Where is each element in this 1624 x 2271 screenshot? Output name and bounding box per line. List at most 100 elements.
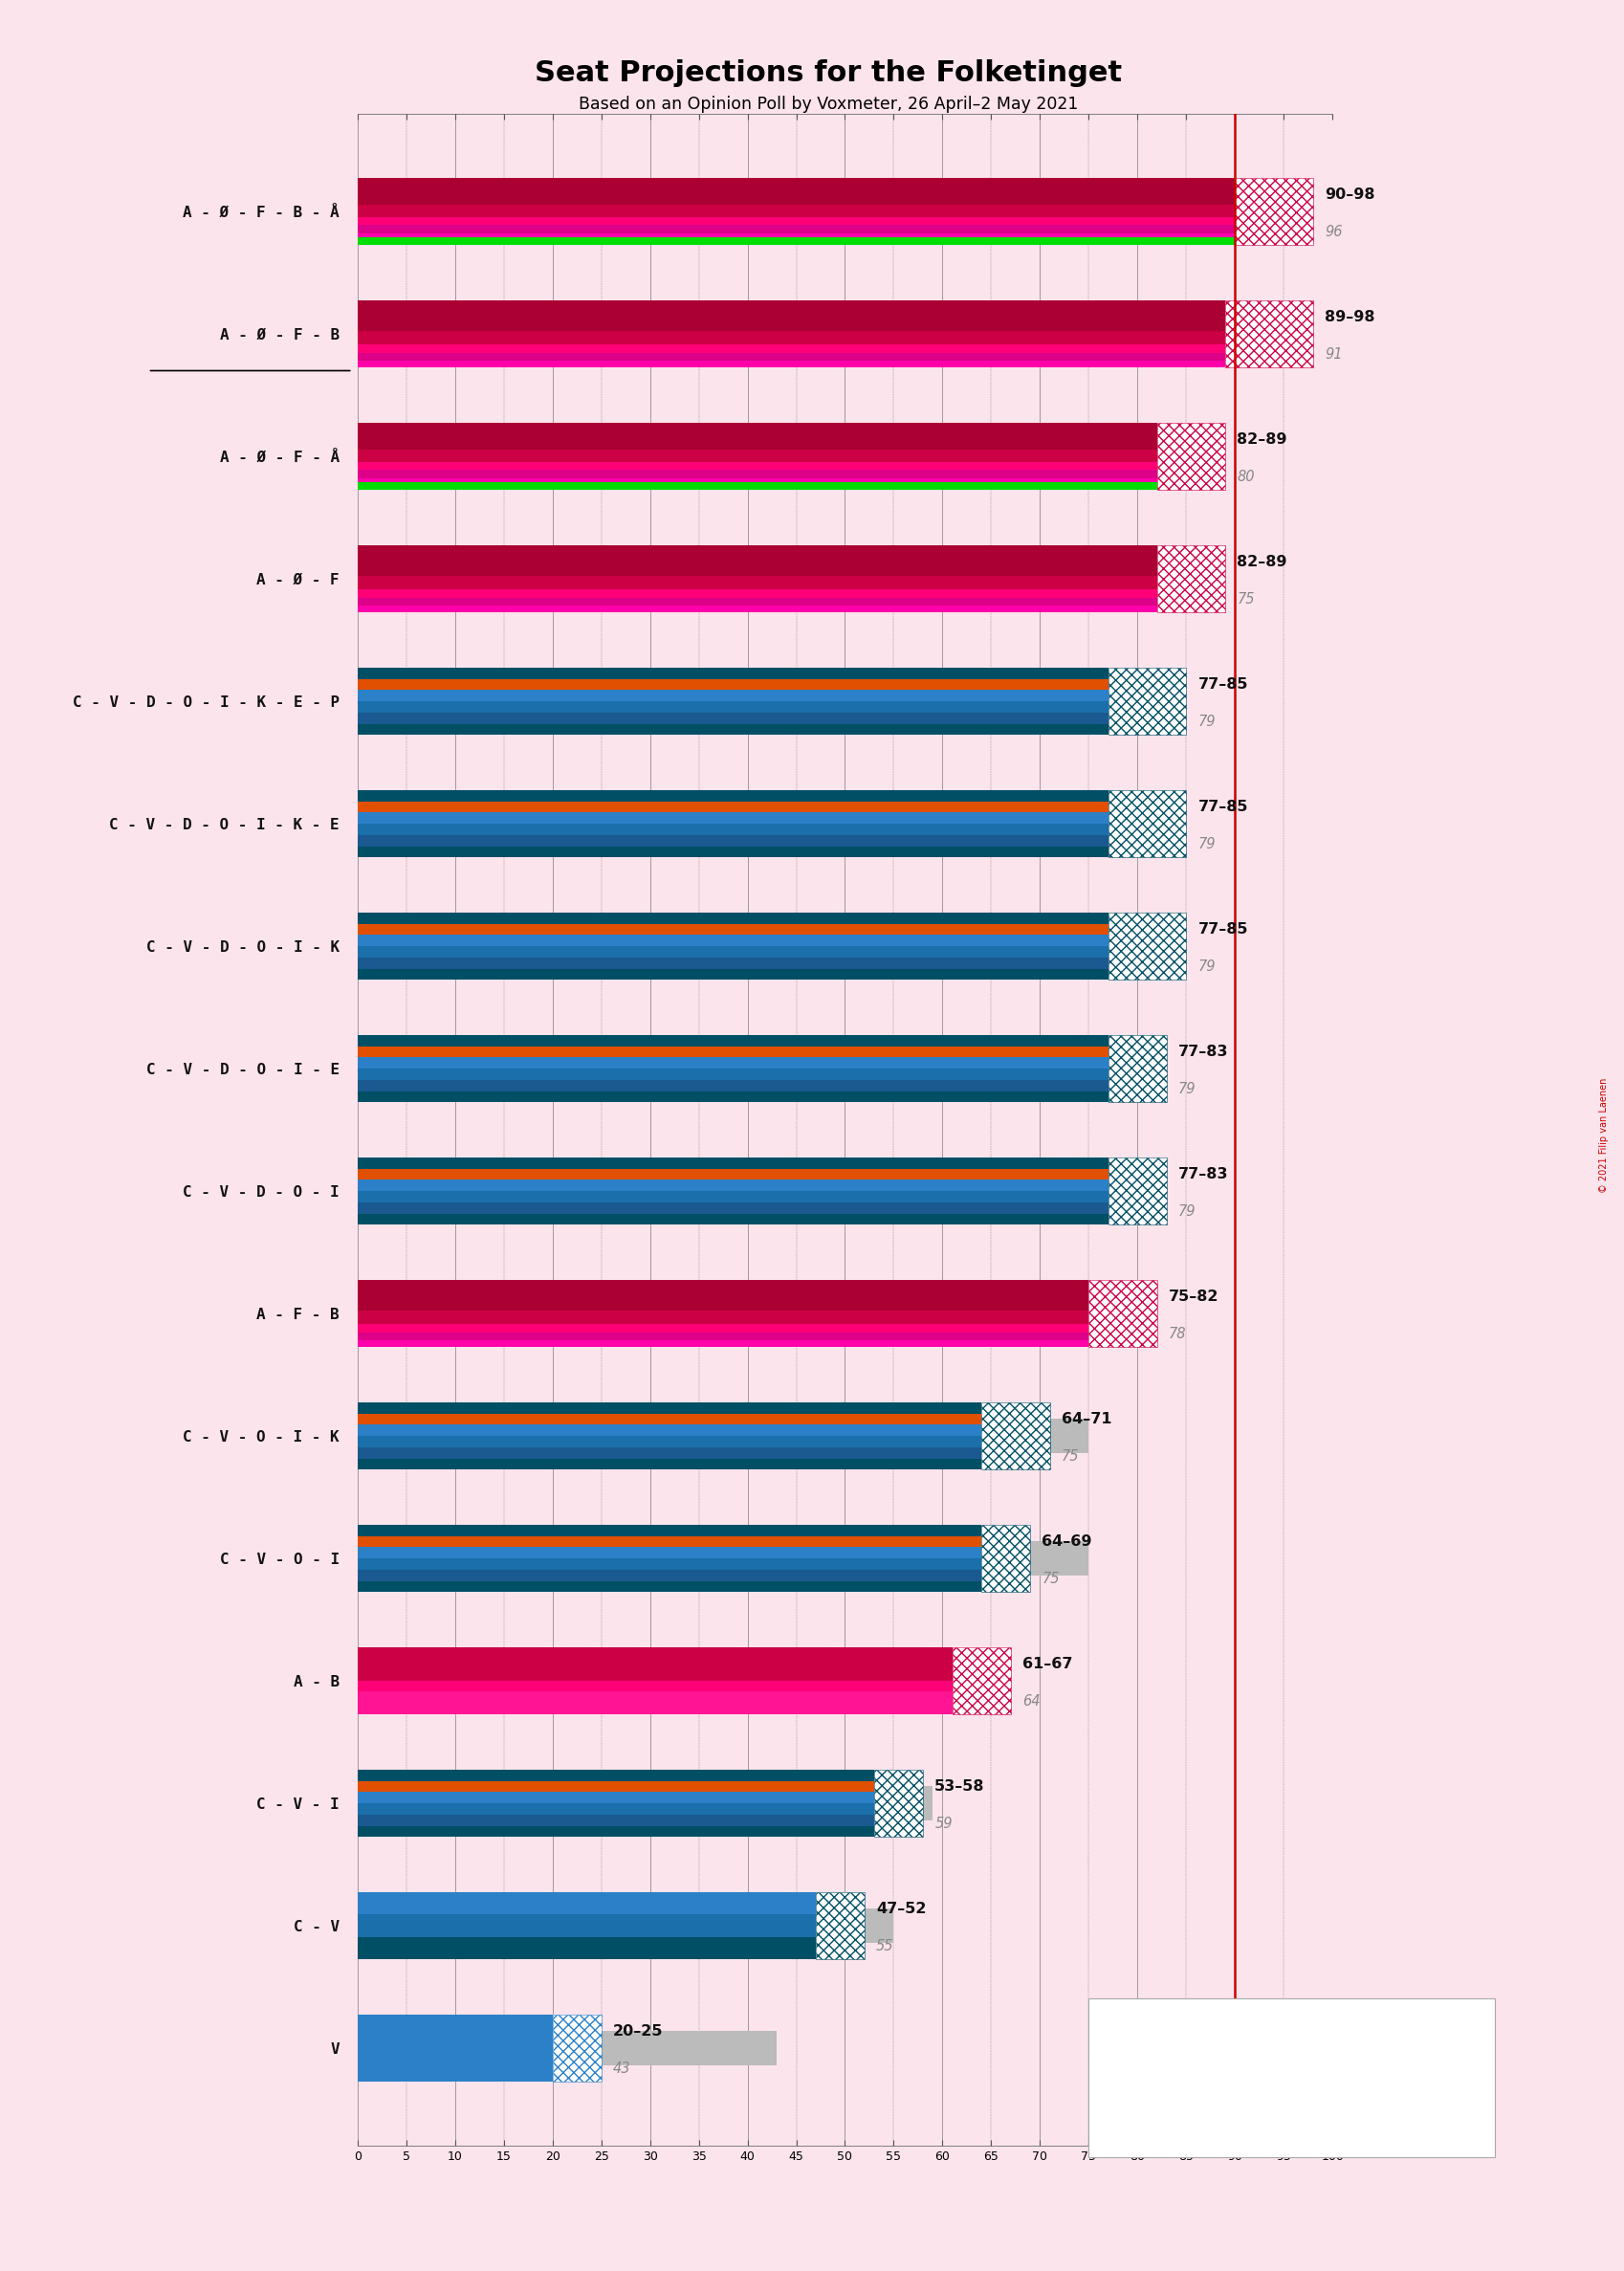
Bar (357, 1569, 981, 1581)
Bar (1108, 913, 1186, 979)
Bar (357, 1535, 981, 1547)
Bar (357, 724, 1108, 736)
Bar (357, 947, 1108, 958)
Text: 79: 79 (1197, 961, 1215, 974)
Bar (1234, 177, 1312, 245)
Bar (357, 847, 1108, 858)
Bar (357, 1079, 1108, 1090)
Text: 55: 55 (875, 1939, 893, 1953)
Bar (357, 2030, 776, 2064)
Bar (357, 1524, 981, 1535)
Bar (357, 545, 1156, 575)
Bar (1108, 1158, 1166, 1224)
Bar (1184, 2044, 1250, 2094)
Bar (1088, 1281, 1156, 1347)
Bar (357, 1785, 932, 1821)
Bar (357, 332, 1224, 343)
Bar (357, 913, 1108, 924)
Bar (1108, 790, 1186, 858)
Text: 78: 78 (1168, 1326, 1186, 1342)
Bar (981, 1524, 1030, 1592)
Bar (357, 1542, 1088, 1576)
Text: 61–67: 61–67 (1021, 1656, 1072, 1671)
Bar (357, 1803, 874, 1815)
Bar (357, 1047, 1108, 1058)
Bar (357, 606, 1156, 613)
Bar (357, 1815, 874, 1826)
Text: 20–25: 20–25 (612, 2023, 663, 2037)
Bar (357, 836, 1108, 847)
Bar (357, 352, 1224, 361)
Text: 96: 96 (1324, 225, 1341, 238)
Bar (357, 970, 1108, 979)
Bar (357, 1324, 1088, 1333)
Bar (357, 1340, 1088, 1347)
Bar (552, 2014, 601, 2083)
Text: 53–58: 53–58 (934, 1778, 984, 1794)
Bar (357, 1158, 1108, 1170)
Bar (1156, 422, 1224, 491)
Bar (1108, 790, 1186, 858)
Text: 77–85: 77–85 (1197, 677, 1247, 690)
Text: 82–89: 82–89 (1236, 554, 1286, 568)
Bar (357, 470, 1156, 477)
Bar (357, 1558, 981, 1569)
Bar (357, 343, 1224, 352)
Text: 59: 59 (934, 1817, 952, 1830)
Text: 79: 79 (1197, 715, 1215, 729)
Bar (357, 318, 1244, 352)
Bar (981, 1401, 1049, 1469)
Text: 91: 91 (1324, 347, 1341, 361)
Bar (357, 1058, 1108, 1070)
Bar (1224, 300, 1312, 368)
Bar (357, 236, 1234, 245)
Text: © 2021 Filip van Laenen: © 2021 Filip van Laenen (1598, 1079, 1608, 1192)
Text: 77–83: 77–83 (1177, 1045, 1228, 1058)
Text: 89–98: 89–98 (1324, 309, 1374, 325)
Bar (357, 1908, 893, 1944)
Bar (357, 561, 1088, 595)
Bar (357, 1792, 874, 1803)
Bar (1234, 177, 1312, 245)
Bar (357, 1051, 1127, 1086)
Text: Based on an Opinion Poll by Voxmeter, 26 April–2 May 2021: Based on an Opinion Poll by Voxmeter, 26… (578, 95, 1078, 114)
Bar (1108, 668, 1186, 736)
Bar (981, 1524, 1030, 1592)
Bar (1108, 1036, 1166, 1101)
Text: Last result: Last result (1259, 2112, 1317, 2126)
Bar (1088, 1281, 1156, 1347)
Bar (357, 1070, 1108, 1079)
Text: with median: with median (1259, 2080, 1328, 2094)
Bar (357, 1665, 981, 1699)
Bar (357, 450, 1156, 461)
Bar (357, 1170, 1108, 1181)
Bar (357, 1914, 815, 1937)
Bar (357, 802, 1108, 813)
Bar (357, 225, 1234, 234)
Text: 79: 79 (1177, 1083, 1195, 1097)
Bar (357, 1826, 874, 1837)
Text: 43: 43 (612, 2062, 630, 2076)
Bar (357, 1681, 952, 1692)
Bar (357, 702, 1108, 713)
Bar (357, 668, 1108, 679)
Bar (357, 1413, 981, 1424)
Bar (357, 806, 1127, 840)
Bar (357, 481, 1156, 491)
Bar (357, 1297, 1117, 1331)
Bar (357, 477, 1156, 481)
Bar (357, 713, 1108, 724)
Bar (815, 1892, 864, 1960)
Text: Seat Projections for the Folketinget: Seat Projections for the Folketinget (534, 59, 1122, 86)
Bar (357, 177, 1234, 204)
Bar (357, 1310, 1088, 1324)
Bar (1156, 422, 1224, 491)
Text: 95% confidence interval: 95% confidence interval (1259, 2046, 1395, 2060)
Bar (357, 300, 1224, 332)
Bar (1184, 2044, 1250, 2094)
Bar (1108, 1158, 1166, 1224)
Bar (357, 588, 1156, 597)
Bar (357, 438, 1137, 475)
Bar (357, 597, 1156, 606)
Text: 77–83: 77–83 (1177, 1167, 1228, 1181)
